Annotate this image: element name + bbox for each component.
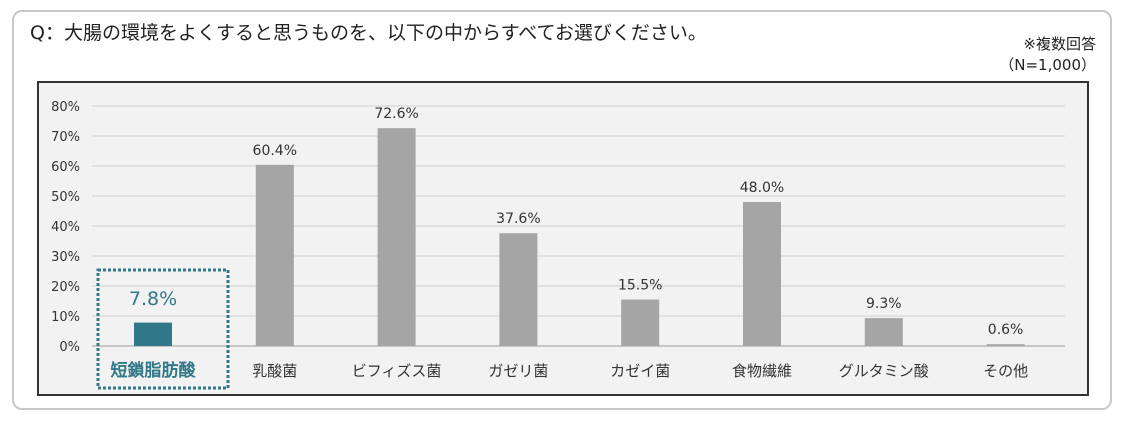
data-label: 9.3%	[866, 296, 902, 312]
response-note: ※複数回答 （N=1,000）	[999, 34, 1096, 76]
category-label: 食物繊維	[732, 362, 792, 380]
sample-size-note: （N=1,000）	[999, 56, 1096, 74]
y-tick-label: 0%	[59, 340, 80, 355]
y-tick-label: 30%	[51, 250, 80, 265]
data-label: 60.4%	[253, 143, 297, 159]
y-tick-label: 20%	[51, 280, 80, 295]
category-label: 短鎖脂肪酸	[111, 360, 197, 381]
y-tick-label: 40%	[51, 220, 80, 235]
bar	[864, 318, 903, 346]
data-label: 72.6%	[374, 106, 418, 122]
data-label: 48.0%	[740, 180, 784, 196]
category-label: 乳酸菌	[252, 362, 297, 380]
y-tick-label: 70%	[51, 130, 80, 145]
category-label: カゼイ菌	[610, 362, 670, 380]
category-label: ガゼリ菌	[488, 362, 548, 380]
highlight-box	[96, 268, 230, 390]
bar	[134, 322, 172, 346]
y-tick-label: 50%	[51, 190, 80, 205]
data-label: 15.5%	[618, 278, 662, 294]
category-label: その他	[983, 362, 1028, 380]
y-tick-label: 60%	[51, 160, 80, 175]
category-label: ビフィズス菌	[352, 362, 442, 380]
data-label: 7.8%	[129, 288, 177, 310]
bar	[743, 202, 781, 346]
data-label: 37.6%	[496, 211, 540, 227]
y-tick-label: 10%	[51, 310, 80, 325]
y-tick-label: 80%	[51, 100, 80, 115]
category-label: グルタミン酸	[839, 362, 929, 380]
bar	[621, 299, 660, 346]
bar	[499, 233, 538, 346]
bar	[377, 128, 416, 346]
multiple-answer-note: ※複数回答	[1023, 35, 1096, 53]
bar	[986, 344, 1025, 346]
data-label: 0.6%	[988, 322, 1024, 338]
chart-area	[37, 81, 1089, 396]
question-title: Q：大腸の環境をよくすると思うものを、以下の中からすべてお選びください。	[30, 22, 707, 44]
bar	[255, 164, 294, 346]
